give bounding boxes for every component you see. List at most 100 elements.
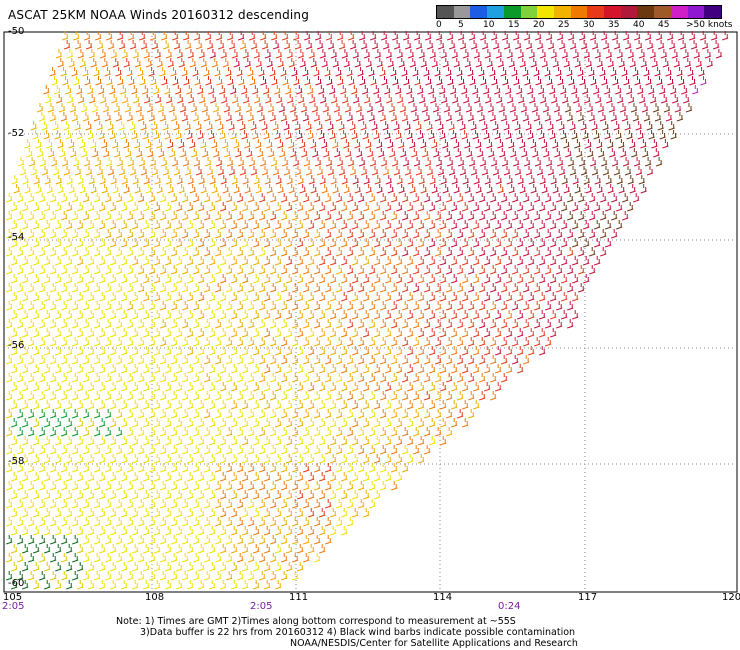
- wind-barb: [176, 328, 183, 338]
- wind-barb: [149, 535, 156, 545]
- wind-barb: [461, 85, 468, 95]
- wind-barb: [462, 292, 469, 302]
- wind-barb: [99, 418, 106, 428]
- wind-barb: [536, 166, 544, 176]
- wind-barb: [204, 373, 211, 383]
- wind-barb: [358, 301, 365, 311]
- wind-barb: [68, 139, 75, 149]
- wind-barb: [325, 499, 332, 509]
- wind-barb: [202, 148, 209, 158]
- wind-barb: [308, 454, 315, 464]
- wind-barb: [99, 292, 106, 302]
- wind-barb: [693, 49, 701, 59]
- wind-barb: [171, 229, 178, 239]
- wind-barb: [28, 229, 35, 239]
- wind-barb: [591, 40, 599, 50]
- wind-barb: [310, 184, 317, 194]
- wind-barb: [567, 265, 574, 275]
- wind-barb: [11, 562, 18, 572]
- wind-barb: [193, 409, 200, 419]
- wind-barb: [88, 346, 95, 356]
- wind-barb: [359, 31, 366, 41]
- wind-barb: [451, 382, 458, 392]
- wind-barb: [264, 364, 271, 374]
- wind-barb: [244, 139, 251, 149]
- wind-barb: [549, 130, 556, 140]
- wind-barb: [33, 202, 40, 212]
- wind-barb: [253, 418, 260, 428]
- wind-barb: [627, 202, 634, 212]
- wind-barb: [645, 76, 652, 86]
- wind-barb: [264, 256, 271, 266]
- wind-barb: [198, 562, 205, 572]
- wind-barb: [275, 490, 282, 500]
- wind-barb: [204, 391, 211, 401]
- wind-barb: [329, 85, 336, 95]
- wind-barb: [165, 310, 172, 320]
- wind-barb: [489, 67, 496, 77]
- wind-barb: [324, 67, 331, 77]
- wind-barb: [122, 94, 129, 104]
- wind-barb: [61, 517, 68, 527]
- wind-barb: [182, 391, 189, 401]
- wind-barb: [99, 490, 106, 500]
- wind-barb: [336, 481, 343, 491]
- wind-barb: [58, 103, 66, 113]
- wind-barb: [523, 157, 531, 167]
- wind-barb: [28, 265, 35, 275]
- wind-barb: [47, 103, 55, 113]
- wind-barb: [575, 103, 583, 113]
- wind-barb: [193, 535, 200, 545]
- wind-barb: [600, 247, 607, 257]
- wind-barb: [83, 157, 91, 167]
- wind-barb: [200, 184, 207, 194]
- wind-barb: [605, 175, 612, 185]
- wind-barb: [358, 211, 365, 221]
- wind-barb: [28, 301, 35, 311]
- wind-barb: [506, 274, 513, 284]
- wind-barb: [39, 301, 46, 311]
- wind-barb: [17, 445, 24, 455]
- wind-barb: [665, 67, 672, 77]
- wind-barb: [33, 508, 40, 518]
- wind-barb: [429, 400, 436, 410]
- wind-barb: [550, 175, 557, 185]
- wind-barb: [451, 400, 458, 410]
- wind-barb: [478, 67, 485, 77]
- wind-barb: [534, 229, 541, 239]
- wind-barb: [303, 391, 310, 401]
- wind-barb: [392, 76, 399, 86]
- wind-barb: [619, 103, 627, 113]
- wind-barb: [11, 526, 18, 536]
- wind-barb: [505, 85, 512, 95]
- wind-barb: [597, 103, 605, 113]
- wind-barb: [396, 220, 403, 230]
- wind-barb: [66, 346, 73, 356]
- wind-barb: [33, 436, 40, 446]
- wind-barb: [154, 202, 161, 212]
- wind-barb: [656, 31, 663, 41]
- wind-barb: [74, 40, 82, 50]
- wind-barb: [451, 328, 458, 338]
- wind-barb: [22, 220, 29, 230]
- wind-barb: [17, 355, 24, 365]
- wind-barb: [368, 67, 375, 77]
- wind-barb: [297, 328, 304, 338]
- wind-barb: [132, 418, 139, 428]
- wind-barb: [462, 175, 469, 185]
- wind-barb: [66, 220, 73, 230]
- wind-barb: [429, 418, 436, 428]
- wind-barb: [83, 283, 90, 293]
- wind-barb: [579, 76, 586, 86]
- wind-barb: [105, 373, 112, 383]
- wind-barb: [77, 508, 84, 518]
- wind-barb: [215, 337, 222, 347]
- wind-barb: [150, 31, 157, 41]
- wind-barb: [684, 58, 691, 68]
- wind-barb: [193, 571, 200, 581]
- wind-barb: [149, 157, 157, 167]
- wind-barb: [539, 49, 547, 59]
- wind-barb: [618, 58, 625, 68]
- wind-barb: [82, 112, 90, 122]
- wind-barb: [330, 436, 337, 446]
